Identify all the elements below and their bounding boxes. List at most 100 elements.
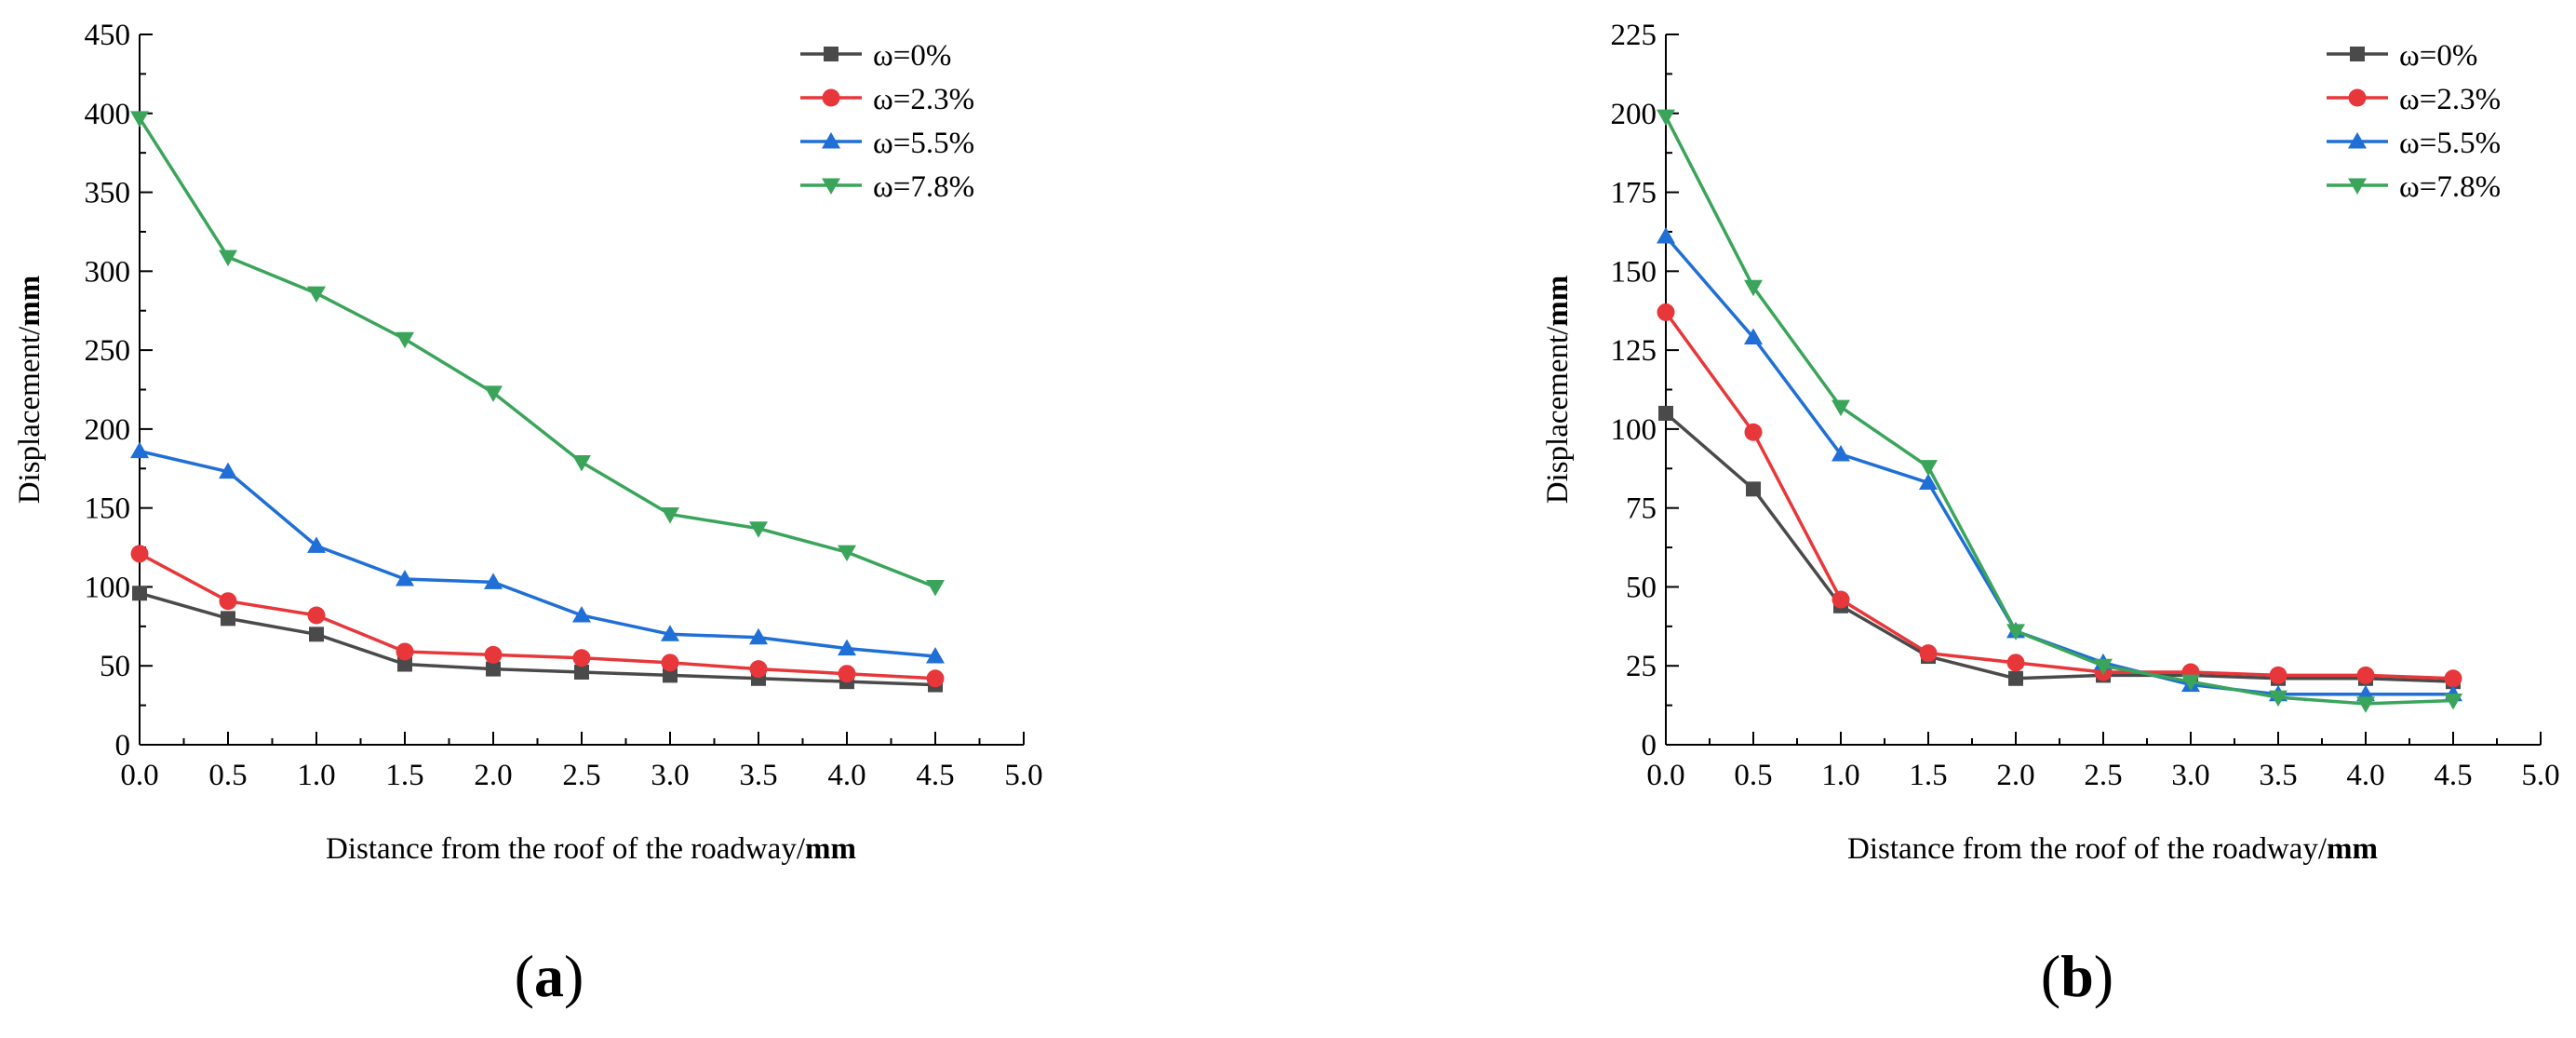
y-tick-label: 200: [85, 413, 131, 447]
data-point: [130, 111, 149, 128]
data-point: [926, 579, 945, 597]
y-tick-label: 300: [85, 255, 131, 289]
data-point: [749, 627, 768, 645]
y-tick-label: 200: [1611, 98, 1657, 131]
y-tick-label: 75: [1626, 492, 1657, 526]
data-point: [219, 249, 237, 267]
data-point: [2181, 674, 2200, 692]
y-axis-title-unit: mm: [1541, 276, 1575, 327]
data-point: [749, 521, 768, 538]
data-point: [2008, 670, 2023, 686]
legend-label: ω=5.5%: [2399, 127, 2501, 160]
data-point: [219, 462, 237, 479]
y-tick-label: 400: [85, 98, 131, 131]
x-axis-title-unit: mm: [2327, 832, 2378, 866]
data-point: [130, 441, 149, 459]
y-tick-label: 350: [85, 177, 131, 210]
data-point: [1657, 109, 1675, 127]
data-point: [130, 545, 149, 563]
y-tick-label: 125: [1611, 334, 1657, 368]
series-line-1: [1664, 311, 2454, 681]
y-tick-label: 50: [1626, 571, 1657, 604]
panel-label-close: ): [564, 943, 584, 1009]
data-point: [132, 586, 147, 601]
data-point: [2094, 658, 2113, 676]
panel-label-open: (: [515, 943, 534, 1009]
data-point: [221, 611, 235, 627]
data-point: [1746, 481, 1761, 497]
x-tick-label: 1.5: [1909, 759, 1947, 792]
data-point: [838, 545, 856, 562]
data-point: [1657, 227, 1675, 244]
legend-marker: [824, 47, 839, 61]
panel-label-close: ): [2094, 943, 2113, 1009]
legend-label: ω=0%: [2399, 39, 2477, 73]
legend-label: ω=2.3%: [873, 83, 974, 116]
data-point: [574, 665, 589, 681]
x-axis-title: Distance from the roof of the roadway/mm: [326, 832, 856, 866]
data-point: [2444, 669, 2462, 688]
legend-marker: [2350, 47, 2365, 61]
legend-marker: [2348, 132, 2367, 149]
legend-label: ω=7.8%: [873, 170, 974, 204]
panel-label-open: (: [2041, 943, 2060, 1009]
x-axis-title-text: Distance from the roof of the roadway/: [326, 832, 806, 866]
x-tick-label: 1.5: [385, 759, 423, 792]
legend-label: ω=5.5%: [873, 127, 974, 160]
data-point: [1919, 644, 1938, 663]
data-point: [1831, 445, 1850, 462]
y-tick-label: 250: [85, 334, 131, 368]
x-tick-label: 0.0: [120, 759, 158, 792]
x-tick-label: 0.0: [1646, 759, 1684, 792]
y-tick-label: 0: [115, 729, 131, 762]
data-point: [2444, 694, 2462, 710]
legend-marker: [2348, 178, 2367, 195]
x-axis-title-text: Distance from the roof of the roadway/: [1847, 832, 2328, 866]
data-point: [484, 385, 503, 402]
data-point: [2269, 690, 2288, 708]
data-point: [572, 649, 591, 667]
x-tick-label: 3.0: [651, 759, 689, 792]
data-point: [572, 605, 591, 623]
data-point: [1744, 279, 1763, 297]
y-tick-label: 150: [1611, 255, 1657, 289]
x-tick-label: 0.5: [208, 759, 247, 792]
y-tick-label: 150: [85, 492, 131, 526]
data-point: [219, 592, 237, 611]
y-tick-label: 25: [1626, 650, 1657, 683]
data-point: [663, 667, 678, 683]
x-tick-label: 3.0: [2171, 759, 2209, 792]
data-point: [926, 647, 945, 664]
data-point: [2006, 654, 2025, 672]
legend-label: ω=0%: [873, 39, 951, 73]
y-tick-label: 50: [100, 650, 130, 683]
data-point: [2356, 666, 2375, 684]
data-point: [397, 656, 412, 672]
y-axis-title: Displacement/mm: [13, 276, 47, 505]
data-point: [309, 627, 324, 642]
x-tick-label: 4.0: [827, 759, 865, 792]
y-tick-label: 100: [1611, 413, 1657, 447]
y-tick-label: 175: [1611, 177, 1657, 210]
data-point: [307, 536, 326, 553]
series-line-2: [139, 449, 936, 658]
x-tick-label: 2.5: [562, 759, 600, 792]
y-axis-title-text: Displacement/: [1541, 326, 1575, 504]
data-point: [1658, 405, 1673, 421]
x-tick-label: 4.0: [2346, 759, 2384, 792]
x-tick-label: 0.5: [1734, 759, 1772, 792]
series-line-3: [138, 116, 936, 589]
x-tick-label: 4.5: [916, 759, 954, 792]
data-point: [396, 569, 414, 586]
legend-marker: [2348, 88, 2367, 107]
x-tick-label: 3.5: [2259, 759, 2297, 792]
x-tick-label: 2.0: [474, 759, 512, 792]
data-point: [307, 606, 326, 625]
series-line-1: [139, 552, 936, 681]
x-axis-title: Distance from the roof of the roadway/mm: [1847, 832, 2378, 866]
data-point: [307, 286, 326, 303]
data-point: [749, 660, 768, 679]
series-line-3: [1664, 115, 2454, 706]
series-line-0: [1664, 411, 2454, 683]
y-tick-label: 0: [1642, 729, 1657, 762]
